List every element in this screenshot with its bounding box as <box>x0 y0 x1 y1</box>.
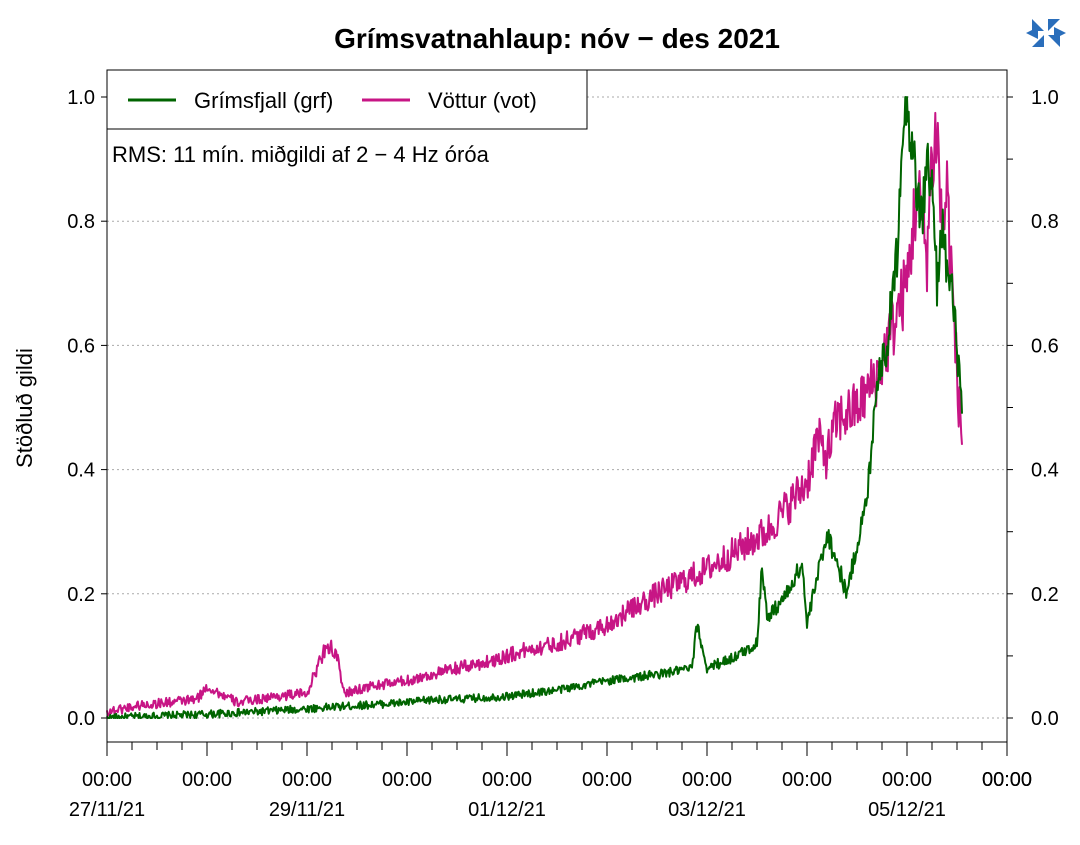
y-tick-label-left: 1.0 <box>67 87 95 109</box>
x-tick-time-label: 00:00 <box>382 769 432 791</box>
y-tick-label-right: 1.0 <box>1031 87 1059 109</box>
y-tick-label-left: 0.4 <box>67 460 95 482</box>
legend-label-vot: Vöttur (vot) <box>428 88 537 113</box>
x-tick-time-label: 00:00 <box>682 769 732 791</box>
x-tick-time-label: 00:00 <box>482 769 532 791</box>
legend-label-grf: Grímsfjall (grf) <box>194 88 333 113</box>
logo-icon <box>1026 19 1066 47</box>
x-tick-time-label: 00:00 <box>282 769 332 791</box>
x-tick-time-label: 00:00 <box>82 769 132 791</box>
y-tick-label-right: 0.4 <box>1031 460 1059 482</box>
y-tick-label-left: 0.0 <box>67 708 95 730</box>
y-tick-label-left: 0.2 <box>67 584 95 606</box>
plot-frame <box>106 69 1008 743</box>
grid-lines <box>107 96 1007 719</box>
y-tick-label-left: 0.6 <box>67 335 95 357</box>
y-tick-label-right: 0.6 <box>1031 335 1059 357</box>
x-tick-date-label: 01/12/21 <box>468 799 546 821</box>
y-tick-label-right: 0.2 <box>1031 584 1059 606</box>
x-tick-date-label: 05/12/21 <box>868 799 946 821</box>
x-tick-date-label: 29/11/21 <box>269 799 345 821</box>
x-tick-date-label: 27/11/21 <box>69 799 145 821</box>
series-line-vot <box>106 111 963 717</box>
legend: Grímsfjall (grf) Vöttur (vot) <box>106 69 588 130</box>
x-tick-date-label: 03/12/21 <box>668 799 746 821</box>
x-tick-time-label: 00:00 <box>882 769 932 791</box>
x-tick-time-label: 00:00 <box>982 769 1032 791</box>
x-tick-time-label: 00:00 <box>782 769 832 791</box>
axes: 0.0 0.0 0.2 0.2 0.4 0.4 0.6 0.6 0.8 0.8 1.0 1.0 00:0… <box>67 87 1059 821</box>
chart-title: Grímsvatnahlaup: nóv − des 2021 <box>334 23 780 54</box>
x-tick-time-label: 00:00 <box>982 769 1032 791</box>
y-tick-label-right: 0.8 <box>1031 211 1059 233</box>
y-tick-label-left: 0.8 <box>67 211 95 233</box>
y-tick-label-right: 0.0 <box>1031 708 1059 730</box>
series-line-grf <box>106 96 963 719</box>
y-axis-label: Stöðluð gildi <box>12 348 37 468</box>
x-tick-time-label: 00:00 <box>182 769 232 791</box>
series-lines <box>106 96 963 719</box>
annotation-text: RMS: 11 mín. miðgildi af 2 − 4 Hz óróa <box>112 142 490 167</box>
legend-box <box>106 69 588 130</box>
x-tick-time-label: 00:00 <box>582 769 632 791</box>
